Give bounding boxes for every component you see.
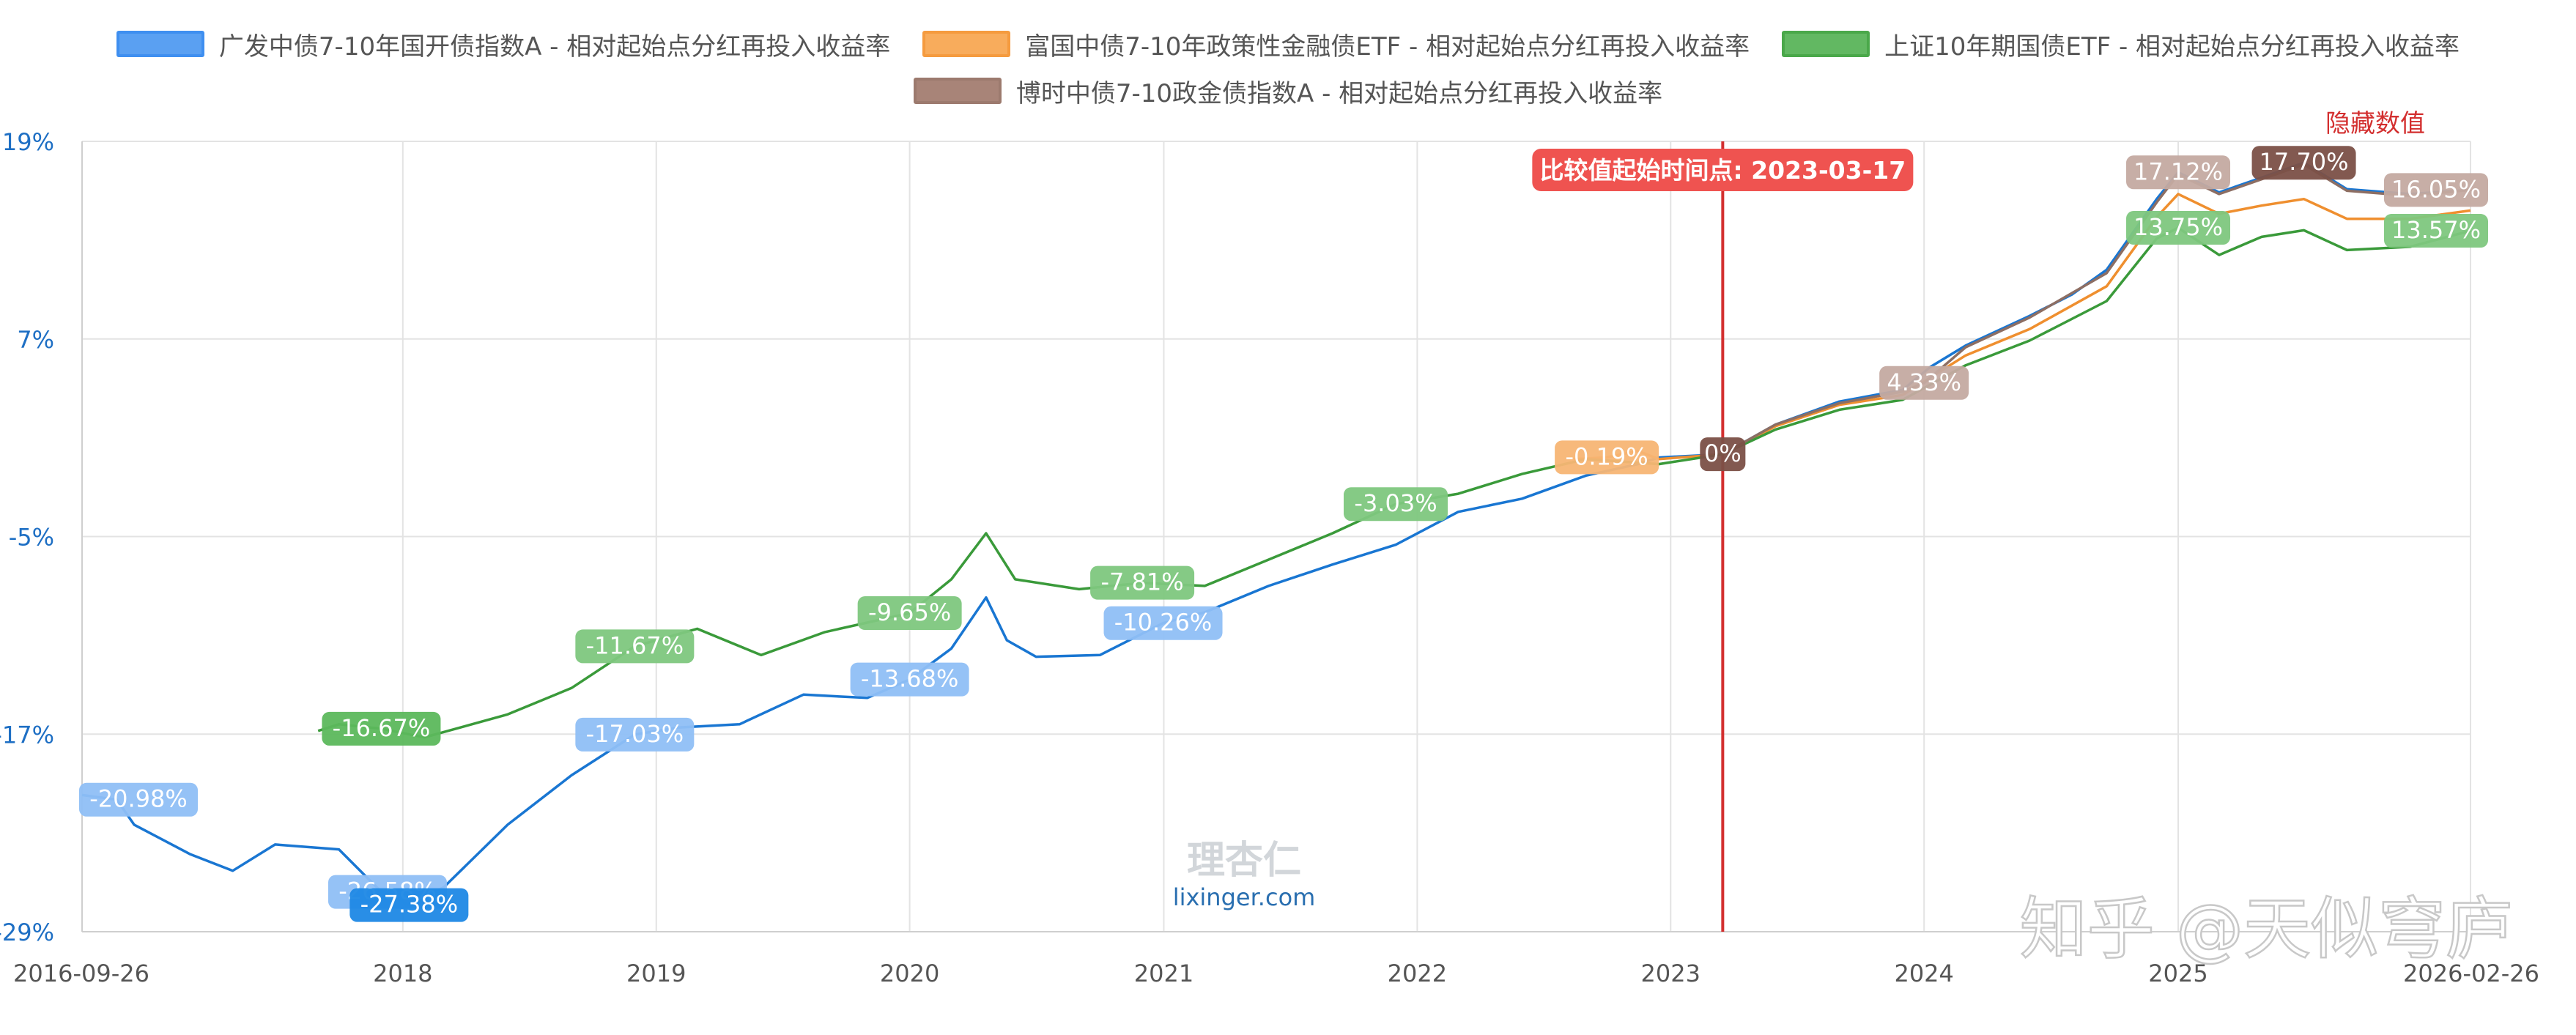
legend-swatch-guangfa [116,31,204,57]
data-label: -20.98% [89,785,188,813]
y-tick-label: 7% [17,326,54,354]
data-label: -3.03% [1354,489,1437,517]
y-tick-label: -29% [0,919,54,946]
data-label-badge [2251,146,2356,180]
data-label-badge [1555,440,1659,475]
x-tick-label: 2020 [880,960,939,987]
watermark-layer: 理杏仁 lixinger.com 知乎 @天似穹庐 [1173,839,2514,969]
x-tick-label: 2016-09-26 [13,960,149,987]
data-label: -10.26% [1114,609,1213,637]
series-line-1 [1574,193,2471,461]
data-label: 16.05% [2391,175,2481,203]
watermark-credit: 知乎 @天似穹庐 [2020,890,2513,968]
data-label: 13.57% [2391,216,2481,244]
legend-row-1: 广发中债7-10年国开债指数A - 相对起始点分红再投入收益率 富国中债7-10… [0,21,2576,67]
data-label-badge [2384,173,2488,207]
legend-label-boshi: 博时中债7-10政金债指数A - 相对起始点分红再投入收益率 [1015,78,1663,108]
chart-legend: 广发中债7-10年国开债指数A - 相对起始点分红再投入收益率 富国中债7-10… [0,21,2576,114]
x-tick-label: 2021 [1134,960,1193,987]
x-tick-label: 2026-02-26 [2403,960,2539,987]
data-label-badge [1700,437,1746,472]
legend-item-guangfa[interactable]: 广发中债7-10年国开债指数A - 相对起始点分红再投入收益率 [116,26,890,62]
data-label: 0% [1704,439,1742,467]
data-label-badge [850,662,969,697]
legend-label-shangzheng: 上证10年期国债ETF - 相对起始点分红再投入收益率 [1884,31,2460,62]
data-label-badge [322,711,441,746]
data-label: -16.67% [333,714,431,742]
legend-swatch-fuguo [922,31,1011,57]
data-label-badge [1879,366,1969,400]
data-label: -17.03% [586,720,684,748]
watermark-site: lixinger.com [1173,883,1316,911]
data-label: -7.81% [1100,568,1183,596]
legend-row-2: 博时中债7-10政金债指数A - 相对起始点分红再投入收益率 [0,67,2576,114]
hide-values-link[interactable]: 隐藏数值 [2325,109,2425,138]
data-label-badge [349,888,469,922]
data-label-badge [1103,606,1223,640]
data-label: -9.65% [868,598,951,626]
legend-label-guangfa: 广发中债7-10年国开债指数A - 相对起始点分红再投入收益率 [218,31,891,62]
data-label: -27.38% [360,891,459,919]
x-tick-label: 2025 [2148,960,2207,987]
marker-layer: 比较值起始时间点: 2023-03-17 [1532,141,1914,932]
data-label: -0.19% [1565,442,1648,470]
data-label: -11.67% [586,631,684,659]
series-line-0 [81,161,2471,907]
legend-item-fuguo[interactable]: 富国中债7-10年政策性金融债ETF - 相对起始点分红再投入收益率 [922,26,1750,62]
data-label-badge [575,629,695,664]
y-tick-label: 19% [2,128,54,156]
axis-layer: 19% 7% -5% -17% -29% 2016-09-26 2018 2019 2020 20… [0,128,2539,987]
label-layer: 隐藏数值-20.98%-26.58%-27.38%-17.03%-13.68%-… [79,109,2488,922]
legend-item-shangzheng[interactable]: 上证10年期国债ETF - 相对起始点分红再投入收益率 [1782,26,2460,62]
data-label-badge [2126,155,2231,190]
x-tick-label: 2022 [1388,960,1447,987]
y-tick-label: -5% [9,524,54,552]
x-tick-label: 2018 [373,960,432,987]
data-label-badge [575,717,695,752]
watermark-site-cn: 理杏仁 [1187,839,1301,883]
data-label: 4.33% [1887,368,1961,396]
data-label-badge [79,782,198,817]
data-label: 17.12% [2133,157,2223,185]
data-label-badge [1090,565,1195,600]
legend-item-boshi[interactable]: 博时中债7-10政金债指数A - 相对起始点分红再投入收益率 [913,73,1663,109]
data-label: 13.75% [2133,213,2223,241]
data-label: -13.68% [861,665,959,693]
data-label-badge [2126,211,2231,245]
x-tick-label: 2024 [1894,960,1953,987]
legend-swatch-boshi [913,78,1002,104]
series-layer [81,161,2471,907]
data-label-badge [857,596,962,631]
y-tick-label: -17% [0,721,54,749]
legend-swatch-shangzheng [1782,31,1870,57]
legend-label-fuguo: 富国中债7-10年政策性金融债ETF - 相对起始点分红再投入收益率 [1025,31,1750,62]
data-label-badge [2384,214,2488,248]
comparison-marker-label: 比较值起始时间点: 2023-03-17 [1539,156,1906,185]
data-label: 17.70% [2259,148,2349,176]
x-tick-label: 2019 [626,960,686,987]
data-label-badge [1344,487,1448,522]
x-tick-label: 2023 [1641,960,1700,987]
comparison-marker-badge [1532,149,1914,191]
